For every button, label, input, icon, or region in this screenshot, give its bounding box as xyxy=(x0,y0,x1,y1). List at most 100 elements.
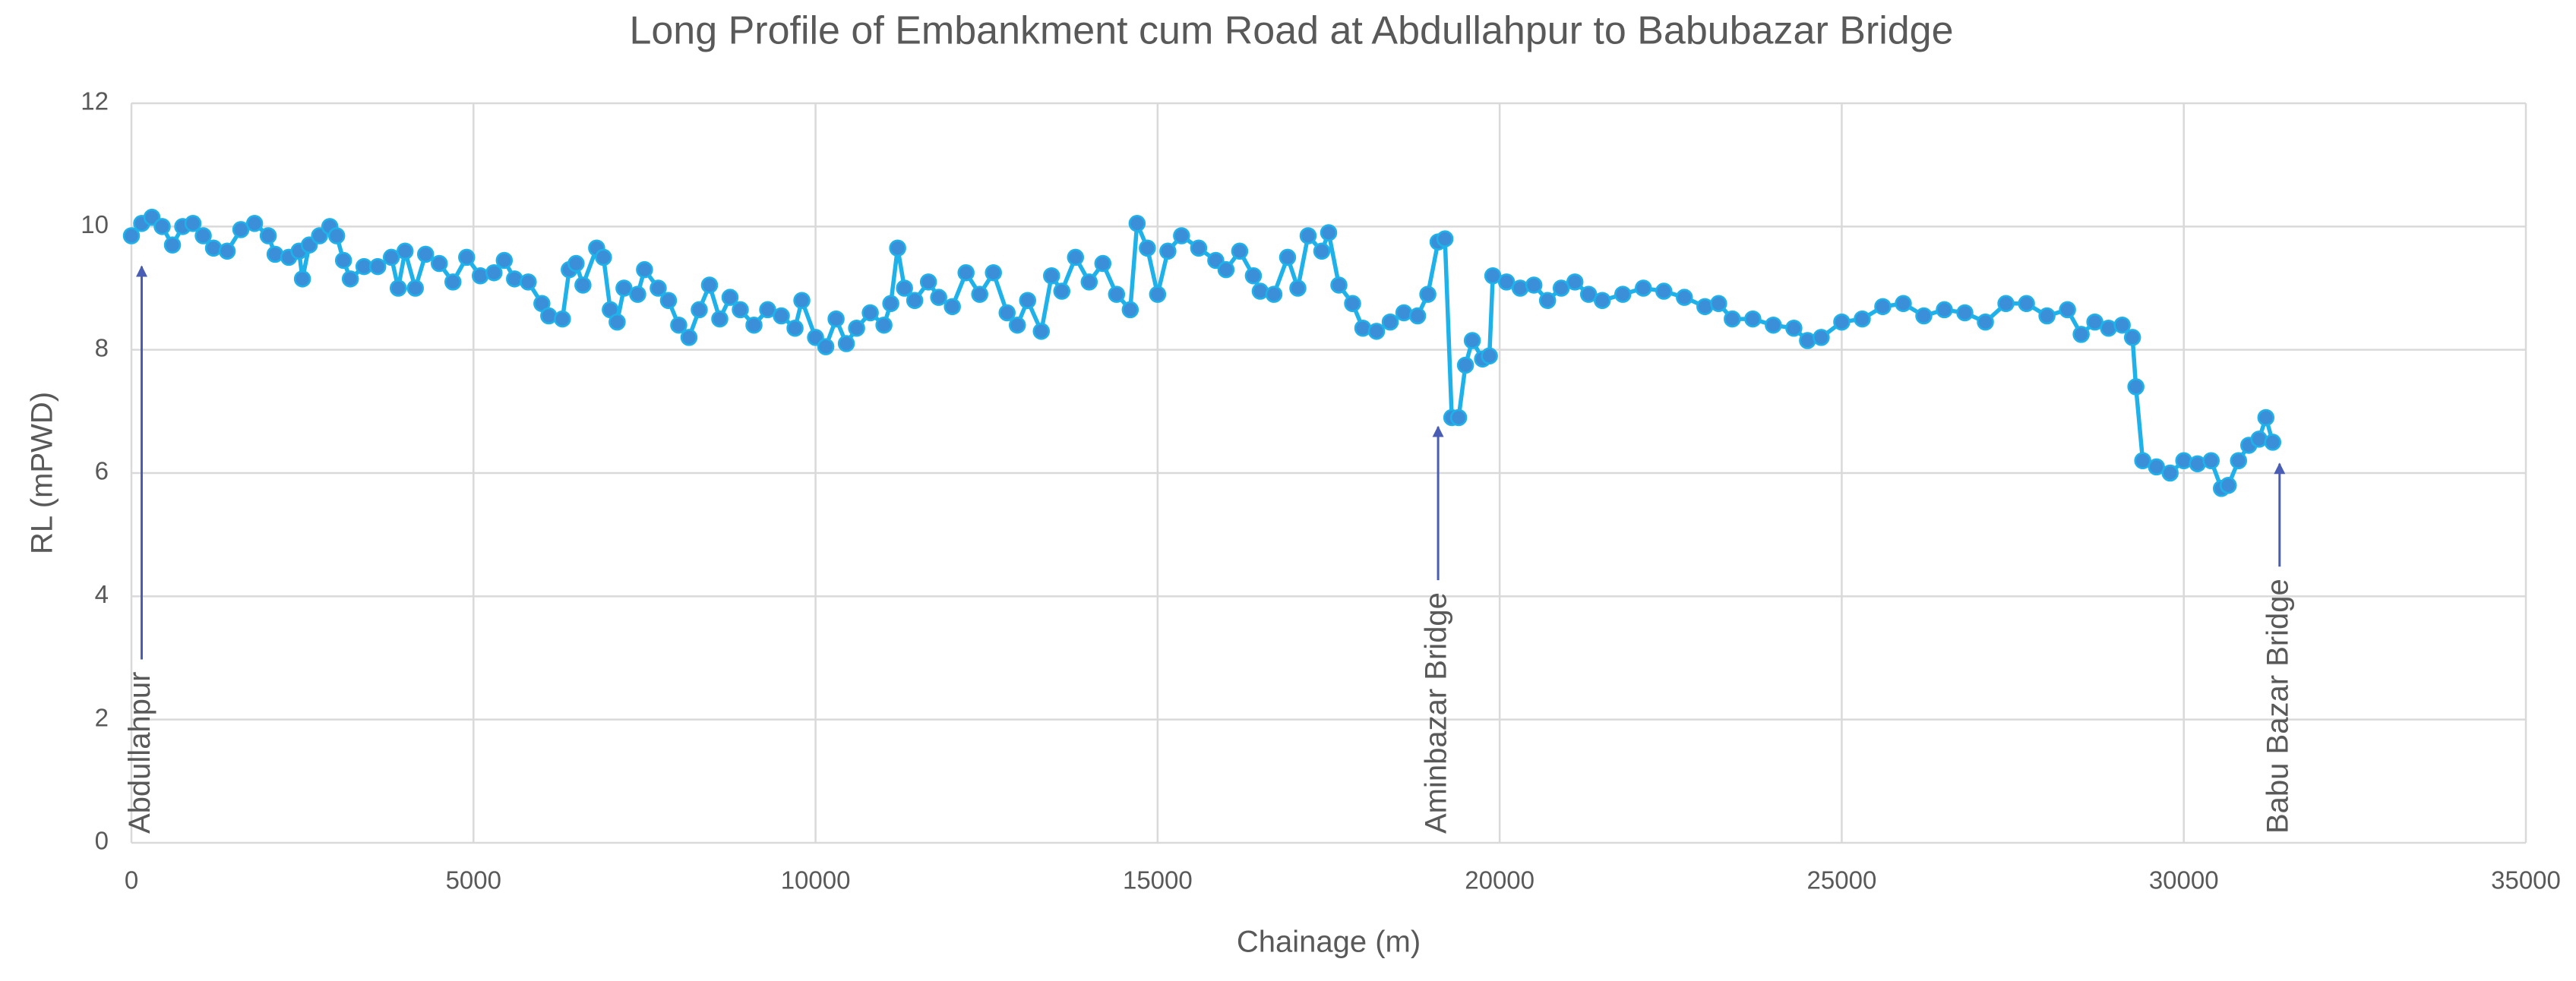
data-point xyxy=(711,310,729,328)
data-point xyxy=(1525,276,1543,294)
data-point xyxy=(1956,304,1974,322)
data-point xyxy=(1408,307,1427,325)
data-point xyxy=(919,273,937,291)
data-point xyxy=(520,273,537,291)
data-point xyxy=(1463,332,1481,349)
data-point xyxy=(875,316,893,334)
data-point xyxy=(1936,301,1953,319)
data-point xyxy=(906,292,924,309)
data-point xyxy=(2264,434,2282,451)
data-point xyxy=(1032,323,1051,340)
data-point xyxy=(1484,267,1502,285)
data-point xyxy=(793,292,811,309)
data-point xyxy=(163,236,182,254)
data-point xyxy=(1043,267,1060,285)
data-point xyxy=(458,248,476,267)
data-point xyxy=(2100,320,2117,337)
data-point xyxy=(1279,248,1297,267)
data-point xyxy=(266,245,284,263)
data-point xyxy=(1299,227,1317,244)
data-point xyxy=(759,301,776,319)
data-point xyxy=(194,227,212,244)
data-point xyxy=(1655,282,1673,300)
data-point xyxy=(334,251,352,270)
data-point xyxy=(2202,452,2220,470)
data-point xyxy=(1159,242,1177,260)
data-point xyxy=(2230,452,2248,470)
data-point xyxy=(472,267,489,285)
data-point xyxy=(554,310,571,328)
data-point xyxy=(1833,313,1851,331)
data-point xyxy=(1149,285,1167,303)
data-point xyxy=(416,245,435,263)
data-point xyxy=(2175,452,2192,470)
data-point xyxy=(700,276,719,294)
data-point xyxy=(943,298,961,316)
data-point xyxy=(1251,282,1269,300)
data-point xyxy=(1094,254,1112,273)
data-point xyxy=(2072,326,2090,343)
x-tick-label: 20000 xyxy=(1465,866,1535,894)
data-point xyxy=(1381,313,1399,331)
data-point xyxy=(574,276,592,294)
data-point xyxy=(670,316,687,334)
data-point xyxy=(495,251,514,270)
data-point xyxy=(2038,307,2056,325)
x-tick-label: 30000 xyxy=(2149,866,2219,894)
annotation: Aminbazar Bridge xyxy=(1420,592,1453,834)
data-point xyxy=(680,329,698,346)
data-point xyxy=(341,270,359,288)
data-point xyxy=(1765,316,1782,334)
data-point xyxy=(396,242,414,260)
data-point xyxy=(389,279,407,297)
data-point xyxy=(650,279,667,297)
data-point xyxy=(1635,279,1652,297)
data-point xyxy=(629,285,646,303)
data-point xyxy=(691,301,708,319)
x-tick-label: 25000 xyxy=(1807,866,1877,894)
data-point xyxy=(444,273,462,291)
data-point xyxy=(971,285,988,303)
data-point xyxy=(861,304,879,322)
data-point xyxy=(567,254,585,273)
chart-title: Long Profile of Embankment cum Road at A… xyxy=(629,9,1953,53)
x-axis-label: Chainage (m) xyxy=(1237,926,1421,959)
data-point xyxy=(2161,464,2179,482)
data-point xyxy=(431,254,448,273)
data-point xyxy=(1080,273,1098,291)
data-point xyxy=(1367,323,1386,340)
data-point xyxy=(985,263,1002,282)
data-point xyxy=(998,304,1016,322)
data-point xyxy=(232,221,250,238)
data-point xyxy=(721,289,739,306)
data-point xyxy=(1456,356,1474,374)
data-point xyxy=(595,248,612,267)
data-point xyxy=(1997,295,2015,313)
data-point xyxy=(732,301,749,319)
data-point xyxy=(1449,408,1468,427)
data-point xyxy=(1139,239,1156,257)
y-tick-label: 8 xyxy=(95,333,109,361)
data-point xyxy=(773,307,790,325)
data-point xyxy=(1395,304,1413,322)
data-point xyxy=(2148,458,2165,476)
data-point xyxy=(1744,310,1762,328)
annotation: Abdullahpur xyxy=(123,672,156,834)
data-point xyxy=(1330,276,1348,294)
data-point xyxy=(882,295,899,313)
data-point xyxy=(1128,215,1146,232)
data-point xyxy=(1436,230,1454,248)
data-point xyxy=(615,279,633,297)
data-point xyxy=(1552,279,1570,297)
data-point xyxy=(1579,285,1598,303)
data-point xyxy=(930,289,947,306)
data-point xyxy=(1710,295,1727,313)
y-tick-label: 6 xyxy=(95,457,109,485)
data-point xyxy=(1289,279,1307,297)
data-point xyxy=(1593,292,1611,309)
data-point xyxy=(293,270,311,288)
data-point xyxy=(1696,298,1714,316)
data-point xyxy=(1724,310,1741,328)
data-point xyxy=(1244,267,1263,285)
data-point xyxy=(889,239,906,257)
